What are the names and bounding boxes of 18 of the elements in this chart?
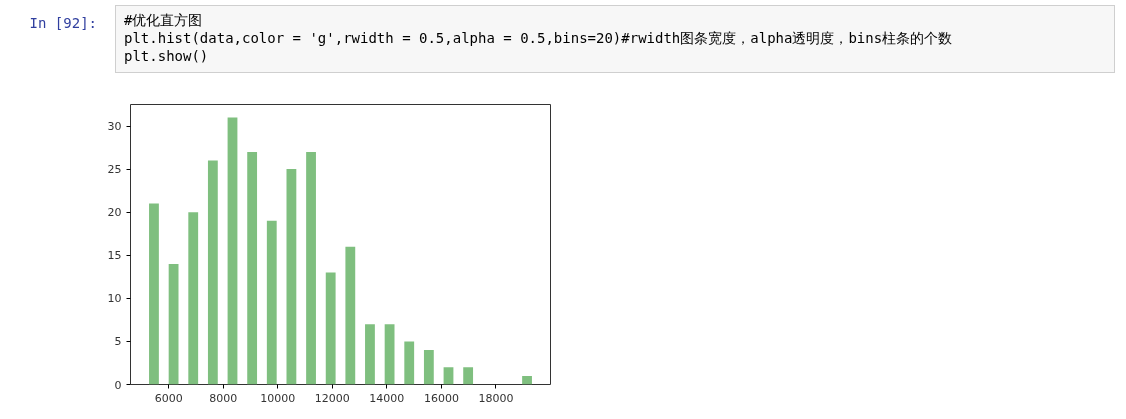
x-tick-label: 8000 — [209, 391, 238, 405]
y-tick-label: 25 — [107, 163, 122, 177]
y-tick-label: 15 — [107, 249, 122, 263]
x-tick-label: 18000 — [478, 391, 514, 405]
x-tick-label: 10000 — [260, 391, 296, 405]
text: plt.hist(data,color = 'g',rwidth = 0.5,alpha = 0.5,bins=20)#rwidth图条宽度，alpha透明度，bins柱条的个数 — [124, 30, 953, 46]
y-tick-label: 20 — [107, 206, 122, 220]
y-tick-label: 0 — [114, 378, 122, 392]
text: In [92]: — [28, 14, 97, 33]
x-tick-label: 16000 — [423, 391, 459, 405]
x-tick-label: 12000 — [314, 391, 350, 405]
text: plt.show() — [124, 48, 209, 64]
y-tick-label: 30 — [107, 120, 122, 134]
y-tick-label: 10 — [107, 292, 122, 306]
x-tick-label: 6000 — [154, 391, 183, 405]
x-tick-label: 14000 — [369, 391, 405, 405]
y-tick-label: 5 — [114, 335, 122, 349]
text: #优化直方图 — [124, 12, 203, 28]
